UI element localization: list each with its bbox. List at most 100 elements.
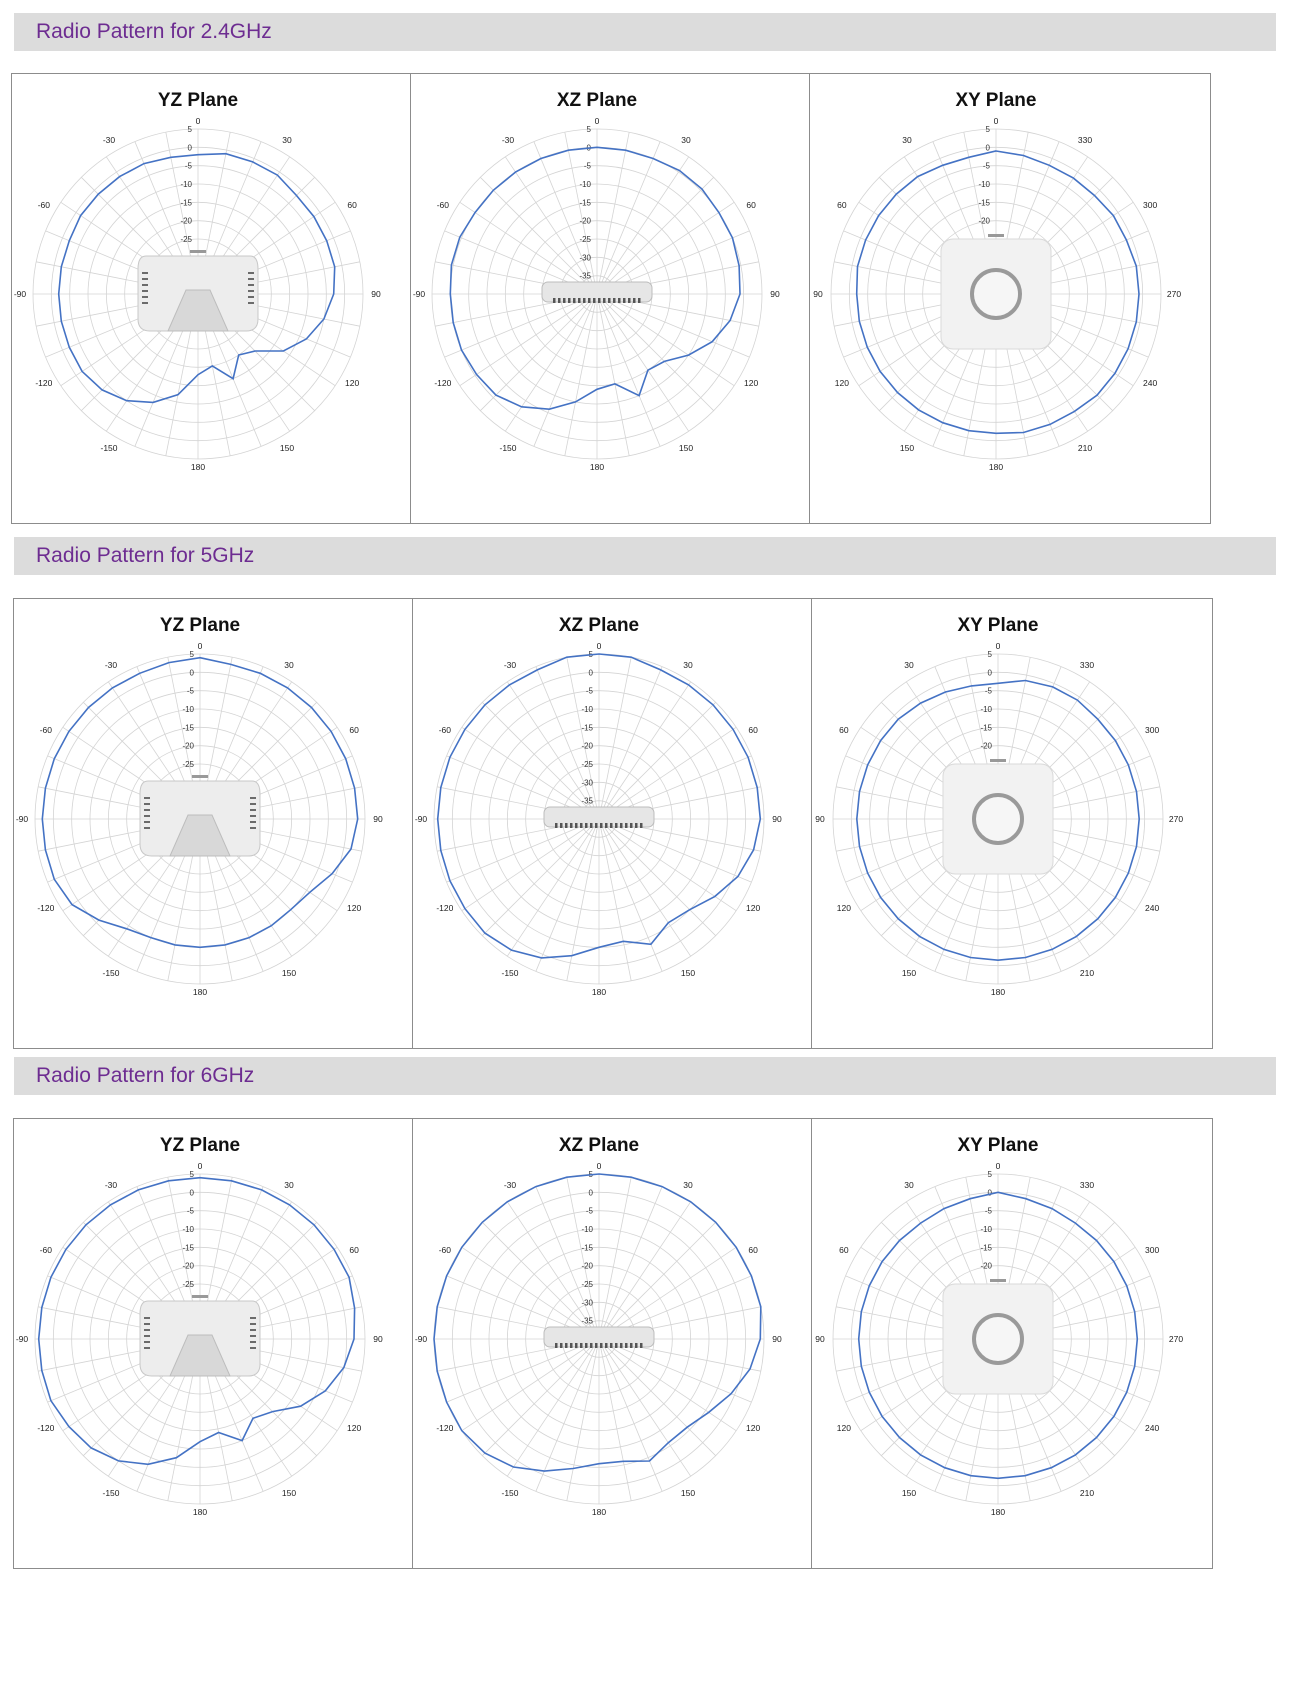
grid-spoke [598,726,737,820]
angle-tick-label: 180 [989,462,1003,472]
grid-spoke [482,1338,600,1456]
polar-chart-card: XY Plane 0 330 300 270 240 210 180 150 120 90 60 30 5… [811,598,1213,1049]
radiation-pattern-line [855,679,1141,962]
angle-tick-label: 90 [772,1334,782,1344]
angle-tick-label: -30 [502,135,515,145]
grid-spoke [598,1338,663,1492]
angle-tick-label: 150 [902,968,916,978]
grid-spoke [564,293,598,456]
radial-tick-label: 5 [988,650,993,659]
angle-tick-label: 150 [681,968,695,978]
angle-tick-label: -60 [40,1245,53,1255]
angle-tick-label: -30 [103,135,116,145]
polar-chart-card: XZ Plane 0 30 60 90 120 150 180 -150 -120 -90 -60 -3… [412,598,814,1049]
angle-tick-label: 60 [349,725,359,735]
grid-spoke [598,1186,663,1340]
grid-spoke [596,132,630,295]
radial-tick-label: -20 [978,217,990,226]
polar-chart: XY Plane 0 330 300 270 240 210 180 150 120 90 60 30 5… [815,1135,1183,1517]
radial-tick-label: -5 [185,162,193,171]
grid-spoke [461,726,600,820]
angle-tick-label: 120 [746,903,760,913]
radial-tick-label: 0 [988,1188,993,1197]
angle-tick-label: 60 [839,1245,849,1255]
grid-spoke [482,702,600,820]
radial-tick-label: 0 [988,668,993,677]
angle-tick-label: 120 [746,1423,760,1433]
angle-tick-label: -120 [37,903,54,913]
grid-spoke [444,293,598,358]
radiation-pattern-line [57,152,336,404]
device-image [137,250,259,332]
angle-tick-label: 150 [681,1488,695,1498]
device-image [942,759,1054,875]
grid-spoke [596,293,690,432]
angle-tick-label: -30 [105,1180,118,1190]
angle-tick-label: 330 [1080,1180,1094,1190]
radial-tick-label: 5 [988,1170,993,1179]
section-title: Radio Pattern for 5GHz [36,544,255,567]
radial-tick-label: -35 [579,272,591,281]
angle-tick-label: 270 [1169,814,1183,824]
radial-tick-label: -5 [983,162,991,171]
grid-spoke [596,141,661,295]
angle-tick-label: 30 [683,1180,693,1190]
angle-tick-label: 90 [371,289,381,299]
polar-chart-card: YZ Plane 0 30 60 90 120 150 180 -150 -120 -90 -60 -3… [11,73,413,524]
radial-tick-label: -10 [579,180,591,189]
angle-tick-label: 60 [347,200,357,210]
radial-tick-label: -25 [182,1280,194,1289]
radiation-pattern-line [449,146,741,411]
grid-spoke [598,1338,632,1501]
polar-chart-card: XZ Plane 0 30 60 90 120 150 180 -150 -120 -90 -60 -3… [412,1118,814,1569]
angle-tick-label: 300 [1145,725,1159,735]
grid-spoke [598,702,716,820]
grid-spoke [598,1338,752,1403]
polar-chart: XZ Plane0306090120150180-150-120-90-60-3… [415,1135,782,1517]
polar-chart: YZ Plane0306090120150180-150-120-90-60-3… [16,615,383,997]
grid-spoke [446,818,600,883]
radial-tick-label: 0 [986,143,991,152]
grid-spoke [506,818,600,957]
device-image [139,1295,261,1377]
grid-spoke [482,818,600,936]
angle-tick-label: 150 [280,443,294,453]
chart-title: YZ Plane [160,615,240,636]
radial-tick-label: -25 [581,760,593,769]
angle-tick-label: 120 [837,903,851,913]
angle-tick-label: -120 [436,1423,453,1433]
grid-spoke [566,657,600,820]
polar-chart-card: XZ Plane 0 30 60 90 120 150 180 -150 -120 -90 -60 -3… [410,73,812,524]
grid-spoke [504,293,598,432]
device-image [942,1279,1054,1395]
grid-spoke [533,141,598,295]
angle-tick-label: 60 [349,1245,359,1255]
angle-tick-label: 120 [837,1423,851,1433]
angle-tick-label: 60 [748,725,758,735]
angle-tick-label: 180 [193,987,207,997]
radiation-pattern-line [41,656,359,949]
radial-tick-label: -15 [978,198,990,207]
radial-tick-label: -20 [579,217,591,226]
polar-chart: XZ Plane0306090120150180-150-120-90-60-3… [415,615,782,997]
angle-tick-label: 210 [1080,1488,1094,1498]
radial-tick-label: -10 [581,1225,593,1234]
grid-spoke [598,1201,692,1340]
radial-tick-label: -5 [985,687,993,696]
radial-tick-label: -15 [581,723,593,732]
grid-spoke [566,818,600,981]
angle-tick-label: 60 [748,1245,758,1255]
angle-tick-label: 210 [1080,968,1094,978]
grid-spoke [596,156,690,295]
angle-tick-label: 0 [597,641,602,651]
grid-spoke [566,1338,600,1501]
angle-tick-label: 150 [679,443,693,453]
angle-tick-label: 180 [991,1507,1005,1517]
section-header: Radio Pattern for 5GHz [14,537,1276,575]
section-title: Radio Pattern for 6GHz [36,1064,255,1087]
radial-tick-label: -10 [978,180,990,189]
polar-chart: XY Plane 0 330 300 270 240 210 180 150 120 90 60 30 5… [813,90,1181,472]
grid-spoke [598,1222,716,1340]
grid-spoke [598,818,692,957]
polar-grid [433,653,765,985]
